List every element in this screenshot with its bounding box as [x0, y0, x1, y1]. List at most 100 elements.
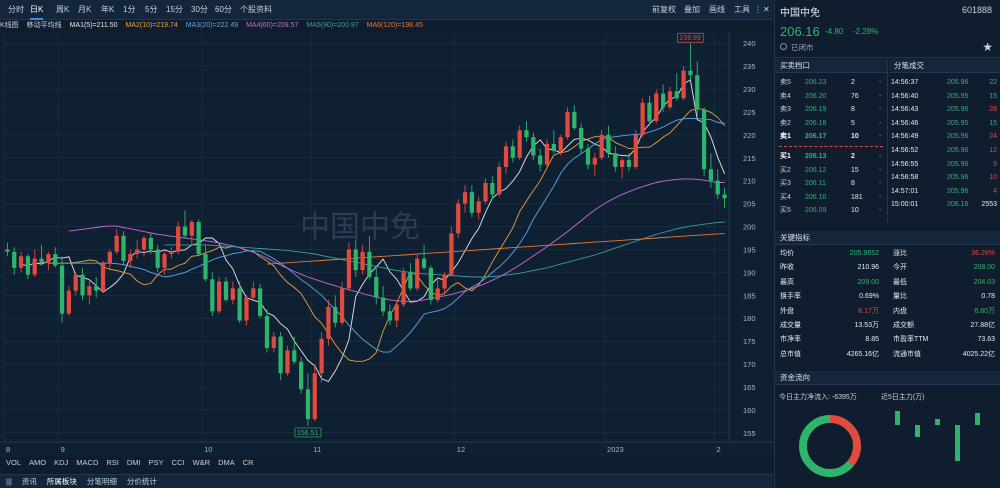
metric-label: 换手率 [780, 293, 801, 301]
y-tick-label: 165 [743, 383, 756, 392]
toolbar-right-0[interactable]: 前复权 [652, 5, 676, 14]
indicator-macd[interactable]: MACD [76, 458, 99, 467]
candle-body [278, 336, 283, 374]
metric-row: 成交量 13.53万 成交额 27.88亿 [775, 319, 1000, 333]
candle-body [517, 130, 522, 158]
tick-price: 205.95 [947, 92, 969, 100]
indicator-psy[interactable]: PSY [148, 458, 164, 467]
metric-value: 73.63 [977, 336, 995, 344]
orderbook-row[interactable]: 买1 206.13 2 - [775, 150, 887, 164]
candle-body [408, 272, 413, 289]
tab-6[interactable]: 5分 [145, 5, 158, 14]
orderbook-row[interactable]: 买3 206.11 8 - [775, 177, 887, 191]
tick-time: 14:56:43 [891, 106, 919, 114]
spread-divider [779, 145, 883, 152]
orderbook-row[interactable]: 买2 206.12 15 - [775, 164, 887, 178]
tick-row: 14:56:55 205.96 9 [889, 158, 1000, 172]
ma-type-label[interactable]: 移动平均线 [26, 22, 62, 29]
candle-body [169, 251, 174, 255]
order-volume: 181 [851, 193, 863, 201]
min-price-label: 156.51 [297, 430, 319, 437]
favorite-star-icon[interactable]: ★ [982, 40, 993, 54]
candle-body [640, 102, 645, 135]
candle-body [5, 249, 10, 252]
orderbook-row[interactable]: 卖3 206.19 8 - [775, 103, 887, 117]
order-mark: - [879, 133, 882, 141]
orderbook-row[interactable]: 买4 206.10 181 - [775, 191, 887, 205]
orderbook-row[interactable]: 卖1 206.17 10 - [775, 130, 887, 144]
orderbook-row[interactable]: 买5 206.09 10 - [775, 204, 887, 218]
tab-3[interactable]: 月K [78, 5, 92, 14]
bottom-tab-1[interactable]: 所属板块 [46, 477, 77, 486]
candle-body [333, 306, 338, 323]
panel-toggle-icon[interactable]: ||| [6, 477, 12, 486]
tick-price: 205.96 [947, 133, 969, 141]
candle-body [510, 146, 515, 158]
indicator-rsi[interactable]: RSI [106, 458, 119, 467]
order-mark: - [879, 79, 882, 86]
bottom-tab-2[interactable]: 分笔明细 [86, 477, 117, 486]
candle-body [292, 350, 297, 362]
bottom-tab-0[interactable]: 资讯 [21, 477, 37, 486]
indicator-amo[interactable]: AMO [29, 458, 47, 467]
toolbar-right-3[interactable]: 工具 [734, 5, 750, 14]
candlestick-chart[interactable]: 1551601651701751801851901952002052102152… [0, 32, 773, 456]
candle-body [701, 109, 707, 170]
orderbook-row[interactable]: 卖5 206.23 2 - [775, 76, 887, 90]
candle-body [538, 155, 543, 165]
indicator-dma[interactable]: DMA [218, 458, 235, 467]
tab-1[interactable]: 日K [30, 0, 44, 20]
candle-body [203, 254, 208, 280]
x-tick-label: 12 [457, 445, 465, 454]
orderbook-row[interactable]: 卖4 206.20 76 - [775, 90, 887, 104]
more-dots-icon[interactable]: ⋮ [754, 5, 762, 14]
metric-label: 最高 [780, 278, 794, 286]
candle-body [524, 130, 529, 138]
indicator-wr[interactable]: W&R [192, 458, 211, 467]
bottom-tab-3[interactable]: 分价统计 [126, 477, 157, 486]
tab-9[interactable]: 60分 [215, 5, 232, 14]
tick-time: 14:56:49 [891, 133, 919, 141]
tab-4[interactable]: 年K [101, 5, 115, 14]
candle-body [483, 182, 488, 202]
indicator-kdj[interactable]: KDJ [54, 458, 69, 467]
tick-row: 14:56:58 205.96 10 [889, 171, 1000, 185]
orderbook-row[interactable]: 卖2 206.18 5 - [775, 117, 887, 131]
candle-body [162, 254, 167, 268]
tab-8[interactable]: 30分 [191, 5, 208, 14]
indicator-vol[interactable]: VOL [6, 458, 22, 467]
candle-body [394, 304, 399, 321]
tick-volume: 12 [989, 146, 997, 154]
order-price: 206.23 [805, 79, 827, 86]
candle-body [237, 288, 242, 321]
ticks-panel: 分笔成交 14:56:37 205.96 22 14:56:40 205.95 15 14:… [889, 59, 1000, 223]
five-day-label: 近5日主力(万) [881, 394, 925, 401]
metric-row: 昨收 210.96 今开 208.00 [775, 261, 1000, 275]
metric-value: 208.00 [973, 264, 995, 272]
five-day-bar [975, 413, 980, 425]
candle-body [100, 263, 106, 291]
tab-7[interactable]: 15分 [166, 5, 183, 14]
toolbar-right-2[interactable]: 画线 [709, 5, 725, 14]
tab-0[interactable]: 分时 [8, 5, 24, 14]
indicator-dmi[interactable]: DMI [126, 458, 141, 467]
tick-price: 205.95 [947, 119, 969, 127]
indicator-cr[interactable]: CR [242, 458, 254, 467]
candle-body [285, 350, 290, 374]
close-icon[interactable]: ✕ [763, 5, 770, 14]
kline-label[interactable]: K线图 [0, 22, 19, 29]
toolbar-right-1[interactable]: 叠加 [684, 5, 700, 14]
tab-5[interactable]: 1分 [123, 5, 136, 14]
order-mark: - [879, 207, 882, 215]
y-tick-label: 205 [743, 200, 756, 209]
order-volume: 10 [851, 133, 859, 141]
candle-body [435, 288, 440, 300]
order-mark: - [879, 193, 882, 201]
tab-10[interactable]: 个股资料 [240, 5, 272, 14]
candle-body [722, 194, 727, 199]
candle-body [148, 238, 153, 250]
metric-row: 总市值 4265.16亿 流通市值 4025.22亿 [775, 348, 1000, 362]
market-status: 已闭市 [791, 43, 814, 52]
tab-2[interactable]: 周K [56, 5, 70, 14]
indicator-cci[interactable]: CCI [171, 458, 185, 467]
